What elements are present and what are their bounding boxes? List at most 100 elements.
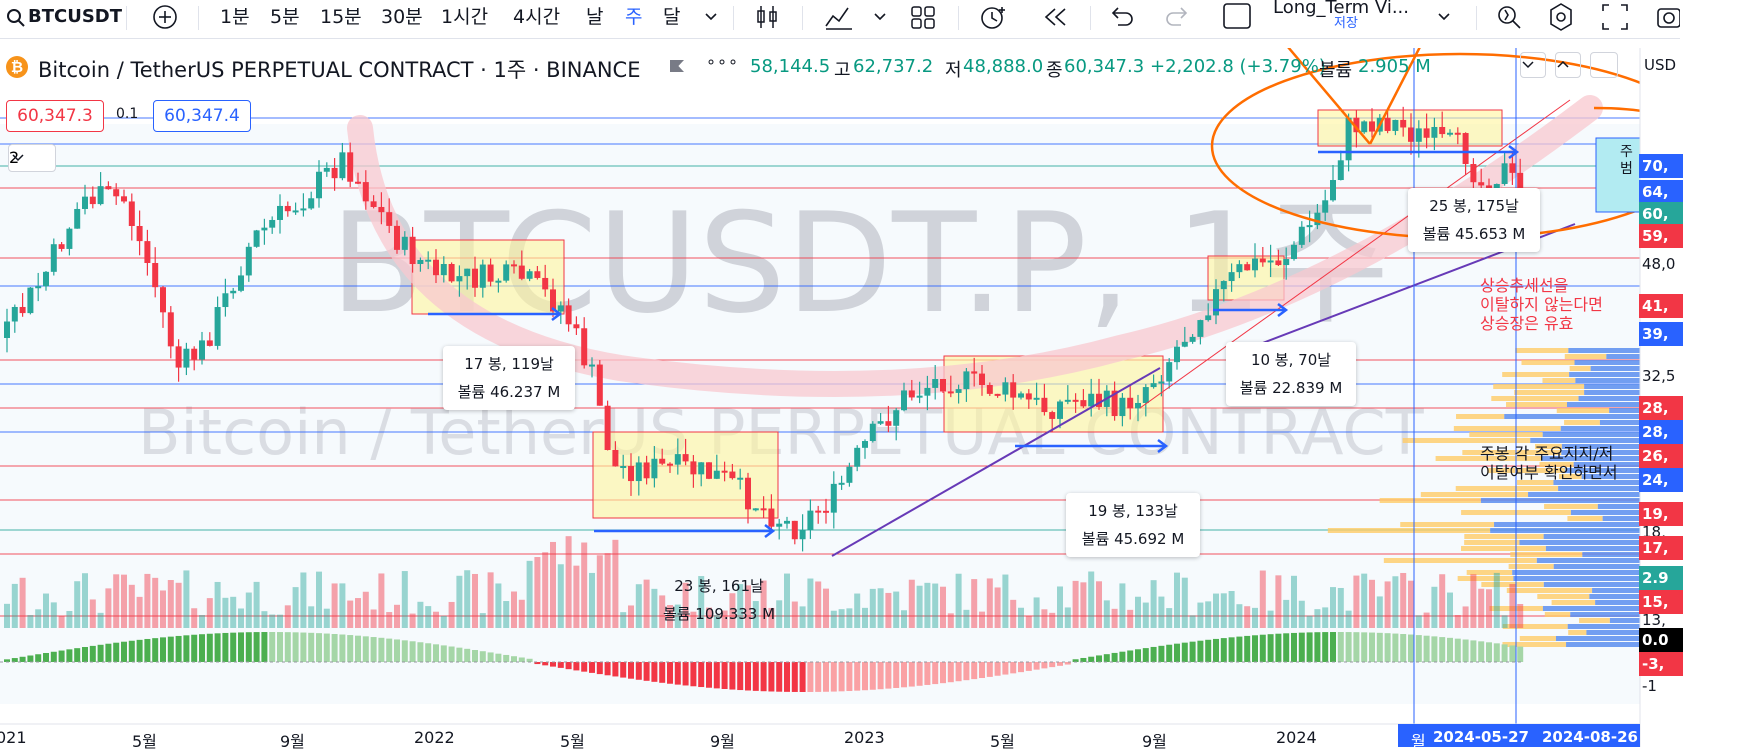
more-options-button[interactable]: ∘∘∘: [706, 52, 740, 71]
interval-1h[interactable]: 1시간: [441, 6, 489, 28]
volume-bar: [1025, 615, 1032, 628]
candle-body: [370, 201, 377, 207]
vp-bar-down: [1575, 378, 1640, 383]
oscillator-bar: [1431, 636, 1438, 662]
interval-week[interactable]: 주: [625, 6, 643, 28]
volume-bar: [1431, 586, 1438, 628]
oscillator-bar: [916, 662, 923, 686]
oscillator-bar: [355, 635, 361, 662]
price-scale-label[interactable]: 59,: [1639, 224, 1683, 248]
camera-icon[interactable]: [1656, 0, 1681, 34]
price-scale-label[interactable]: 48,0: [1642, 255, 1676, 273]
price-scale-label[interactable]: -3,: [1639, 652, 1683, 676]
layout-square-icon[interactable]: [1222, 0, 1252, 34]
undo-icon[interactable]: [1108, 0, 1136, 34]
interval-15m[interactable]: 15분: [320, 6, 362, 28]
price-scale-label[interactable]: 0.0: [1639, 628, 1683, 652]
candle-body: [807, 510, 814, 531]
price-scale-label[interactable]: 17,: [1639, 536, 1683, 560]
oscillator-bar: [885, 662, 892, 689]
price-scale-label[interactable]: -1: [1642, 677, 1657, 695]
price-scale-label[interactable]: 39,: [1639, 322, 1683, 346]
maximize-pane-icon[interactable]: [1590, 52, 1618, 78]
vp-bar-down: [1609, 618, 1640, 623]
volume-bar: [557, 564, 564, 628]
candle-body: [1213, 289, 1219, 316]
price-scale-label[interactable]: 13,: [1642, 611, 1666, 629]
symbol-search-button[interactable]: BTCUSDT: [28, 6, 123, 27]
price-scale-label[interactable]: 41,: [1639, 294, 1683, 318]
chevron-down-icon[interactable]: [872, 0, 888, 34]
symbol-title[interactable]: Bitcoin / TetherUS PERPETUAL CONTRACT · …: [38, 58, 641, 82]
search-icon[interactable]: [6, 0, 26, 34]
volume-bar: [238, 608, 244, 628]
chart-area[interactable]: BTCUSDT.P, 1주 Bitcoin / TetherUS PERPETU…: [0, 48, 1683, 751]
candle-body: [979, 373, 985, 385]
oscillator-bar: [417, 642, 424, 662]
price-scale-label[interactable]: 60,: [1639, 202, 1683, 226]
price-scale-label[interactable]: 70,: [1639, 154, 1683, 178]
oscillator-bar: [35, 654, 42, 662]
price-scale-label[interactable]: 28,: [1639, 420, 1683, 444]
oscillator-bar: [682, 662, 689, 686]
indicators-icon[interactable]: [824, 0, 854, 34]
oscillator-bar: [940, 662, 946, 684]
replay-icon[interactable]: [1040, 0, 1070, 34]
sell-price-button[interactable]: 60,347.3: [6, 100, 104, 132]
interval-5m[interactable]: 5분: [270, 6, 300, 28]
layout-name-button[interactable]: Long_Term Vi...: [1273, 0, 1409, 18]
vp-bar-down: [1597, 504, 1640, 509]
interval-month[interactable]: 달: [663, 6, 681, 28]
candles-icon[interactable]: [754, 0, 780, 34]
interval-4h[interactable]: 4시간: [513, 6, 561, 28]
price-scale-label[interactable]: 26,: [1639, 444, 1683, 468]
flag-icon[interactable]: [670, 60, 684, 72]
volume-bar: [417, 601, 424, 628]
quick-search-icon[interactable]: [1494, 0, 1524, 34]
chevron-down-icon[interactable]: [1436, 0, 1452, 34]
chevron-down-icon[interactable]: [703, 0, 719, 34]
price-scale-label[interactable]: 2.9: [1639, 566, 1683, 590]
candle-body: [1330, 180, 1336, 201]
buy-price-button[interactable]: 60,347.4: [153, 100, 251, 132]
candle-body: [706, 462, 712, 479]
chart-canvas[interactable]: BTCUSDT.P, 1주 Bitcoin / TetherUS PERPETU…: [0, 48, 1680, 747]
candle-body: [1197, 320, 1204, 337]
volume-bar: [690, 611, 697, 628]
time-label: 5월: [990, 732, 1015, 751]
settings-gear-icon[interactable]: [1546, 0, 1576, 34]
oscillator-bar: [698, 662, 705, 688]
oscillator-bar: [479, 651, 486, 662]
volume-bar: [355, 598, 361, 628]
price-scale-label[interactable]: 64,: [1639, 180, 1683, 204]
price-scale-label[interactable]: 19,: [1639, 502, 1683, 526]
candle-body: [768, 508, 775, 527]
currency-label[interactable]: USD: [1644, 56, 1677, 74]
interval-day[interactable]: 날: [586, 6, 604, 28]
compare-plus-icon[interactable]: [152, 0, 178, 34]
price-scale-label[interactable]: 24,: [1639, 468, 1683, 492]
price-scale-label[interactable]: 32,5: [1642, 367, 1676, 385]
collapse-indicators-button[interactable]: 2: [8, 144, 56, 172]
candle-body: [1150, 383, 1157, 388]
bitcoin-logo-icon: ₿: [6, 56, 28, 78]
volume-bar: [394, 604, 400, 628]
alert-clock-icon[interactable]: [978, 0, 1008, 34]
redo-icon[interactable]: [1163, 0, 1191, 34]
interval-1m[interactable]: 1분: [220, 6, 250, 28]
price-scale-label[interactable]: 28,: [1639, 396, 1683, 420]
scroll-down-icon[interactable]: [1520, 52, 1546, 78]
volume-bar: [994, 587, 1001, 628]
fullscreen-icon[interactable]: [1600, 0, 1630, 34]
candle-body: [1408, 127, 1414, 142]
volume-bar: [526, 560, 533, 628]
candle-body: [542, 277, 549, 290]
volume-bar: [768, 607, 775, 628]
scroll-up-icon[interactable]: [1555, 52, 1581, 78]
oscillator-bar: [323, 633, 330, 662]
candle-body: [386, 212, 393, 226]
price-scale-label[interactable]: 15,: [1639, 590, 1683, 614]
interval-30m[interactable]: 30분: [381, 6, 423, 28]
layouts-grid-icon[interactable]: [910, 0, 936, 34]
volume-bar: [409, 613, 416, 628]
